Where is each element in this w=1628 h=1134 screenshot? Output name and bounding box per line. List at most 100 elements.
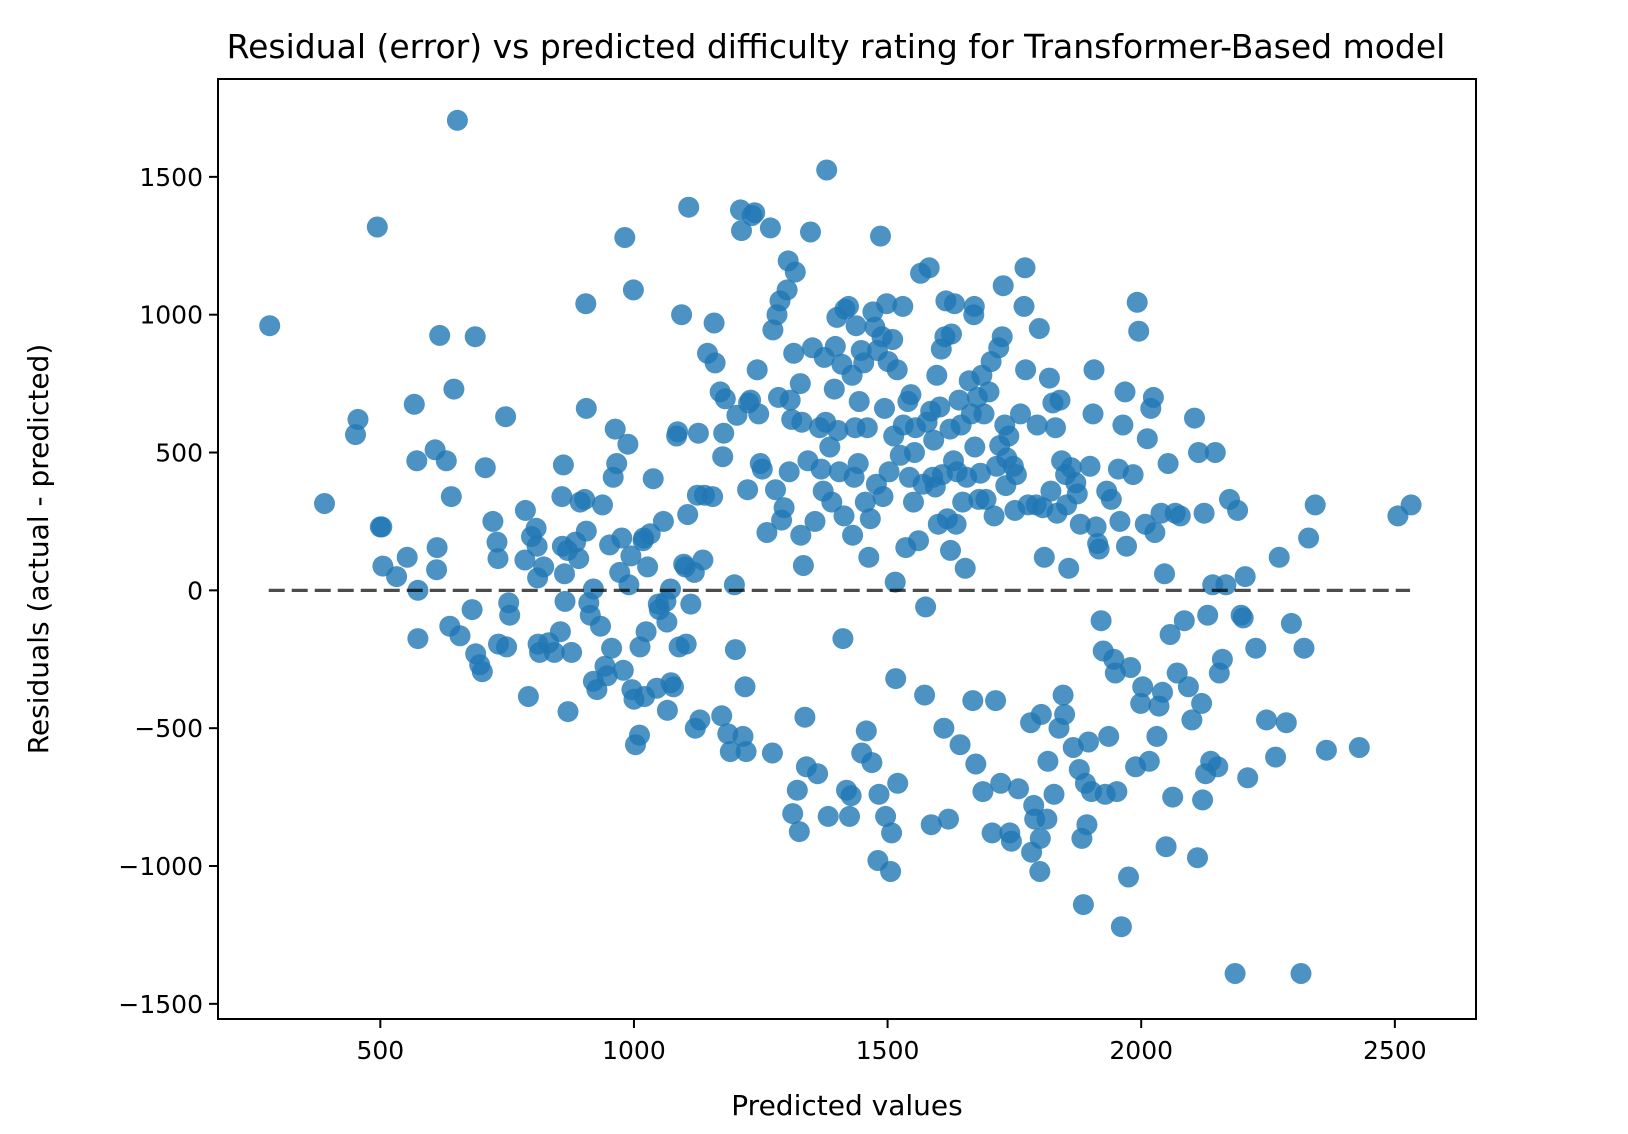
data-point [622,279,644,301]
data-point [499,604,521,626]
data-point [1098,725,1120,747]
data-point [1181,709,1203,731]
data-point [1142,386,1164,408]
data-point [461,599,483,621]
data-point [1298,527,1320,549]
data-point [596,665,618,687]
data-point [853,352,875,374]
data-point [1043,783,1065,805]
data-point [933,717,955,739]
data-point [915,596,937,618]
data-point [724,639,746,661]
data-point [791,411,813,433]
data-point [714,388,736,410]
data-point [1038,367,1060,389]
data-point [816,159,838,181]
data-point [839,805,860,827]
data-point [574,488,596,510]
data-point [1155,836,1177,858]
data-point [606,453,628,474]
data-point [1045,417,1066,439]
data-point [1224,963,1246,984]
data-point [601,637,623,659]
data-point [1054,703,1076,725]
data-point [464,326,486,348]
data-point [918,257,940,279]
data-point [1177,676,1199,698]
y-axis-label: Residuals (actual - predicted) [22,344,55,755]
data-point [1120,657,1142,678]
data-point [1128,320,1150,342]
data-point [533,556,555,578]
data-point [998,425,1020,447]
data-point [788,821,810,843]
data-point [1112,414,1134,436]
x-tick-label: 2500 [1363,1036,1427,1065]
data-point [794,706,816,728]
data-point [495,406,517,428]
data-point [446,109,468,131]
data-point [1026,414,1048,436]
data-point [568,548,590,570]
data-point [761,742,783,764]
data-point [1191,692,1213,714]
data-point [671,304,693,326]
data-point [551,486,573,508]
data-point [1085,516,1107,538]
data-point [1132,676,1154,698]
data-point [1207,756,1229,778]
data-point [944,293,965,315]
data-point [991,326,1013,348]
data-point [786,779,808,801]
data-point [765,479,786,501]
data-point [938,808,959,830]
data-point [482,510,504,532]
data-point [642,468,664,490]
data-point [652,510,674,532]
data-point [790,524,812,546]
data-point [962,690,984,712]
data-point [1106,781,1128,803]
data-point [1173,610,1195,632]
data-point [1013,295,1035,317]
data-point [689,709,711,731]
data-point [1040,480,1062,502]
data-point [426,559,448,581]
data-point [678,196,700,218]
data-point [406,450,428,472]
data-point [1169,505,1191,527]
data-point [471,661,493,683]
data-point [1008,778,1029,800]
chart-title: Residual (error) vs predicted difficulty… [227,27,1446,66]
data-point [1030,703,1052,725]
data-point [1090,610,1112,632]
data-point [1072,894,1094,916]
data-point [639,523,661,545]
data-point [637,556,659,578]
data-point [1109,510,1131,532]
data-point [552,454,574,476]
data-point [656,699,678,721]
data-point [824,335,846,357]
data-point [611,527,633,549]
data-point [872,486,894,508]
y-tick-label: 1500 [139,163,203,192]
data-point [1157,453,1179,474]
data-point [1227,499,1249,521]
data-point [1100,488,1122,510]
data-point [983,505,1005,527]
data-point [1275,712,1297,734]
data-point [903,491,924,513]
data-point [792,555,814,576]
data-point [702,486,724,508]
data-point [1126,291,1148,313]
data-point [848,391,870,412]
data-point [429,324,451,346]
data-point [882,329,904,350]
data-point [474,457,496,479]
data-point [1049,389,1071,411]
data-point [952,491,974,513]
data-point [973,403,995,425]
data-point [784,261,806,283]
data-point [1268,546,1290,568]
